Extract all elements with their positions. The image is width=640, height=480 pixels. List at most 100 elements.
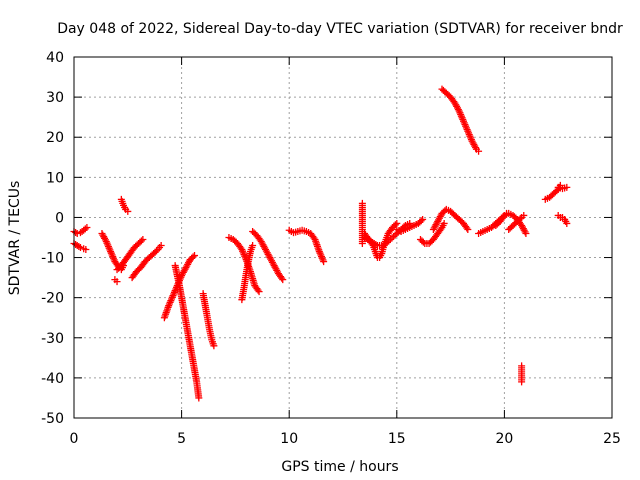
data-point [463, 126, 471, 134]
data-point [460, 119, 468, 127]
y-tick-label: -50 [41, 411, 64, 427]
data-point [516, 215, 524, 223]
chart-title: Day 048 of 2022, Sidereal Day-to-day VTE… [57, 21, 623, 37]
data-point [109, 253, 117, 261]
data-point [455, 107, 463, 115]
data-point [358, 240, 366, 248]
data-point [467, 136, 475, 144]
data-point [316, 249, 324, 257]
data-point [456, 109, 464, 117]
data-point [104, 241, 112, 249]
data-point [372, 241, 380, 249]
data-point [107, 248, 115, 256]
data-point [440, 219, 448, 227]
data-point [465, 131, 473, 139]
x-tick-label: 10 [280, 431, 298, 447]
data-point [165, 302, 173, 310]
data-point [191, 252, 199, 260]
x-axis-label: GPS time / hours [281, 459, 398, 475]
data-point [462, 122, 470, 130]
data-point [255, 288, 263, 296]
grid-lines [74, 57, 612, 418]
data-point [317, 251, 325, 259]
data-point [103, 239, 111, 247]
data-point [472, 144, 480, 152]
data-point [170, 288, 178, 296]
data-point [76, 244, 84, 252]
x-tick-label: 15 [388, 431, 406, 447]
data-point [101, 236, 109, 244]
data-point [240, 251, 248, 259]
data-point [105, 244, 113, 252]
x-tick-label: 5 [177, 431, 186, 447]
data-point [315, 248, 323, 256]
data-point [249, 242, 257, 250]
data-point [278, 274, 286, 282]
data-point [166, 298, 174, 306]
data-points [70, 85, 571, 402]
data-point [390, 232, 398, 240]
x-tick-label: 20 [495, 431, 513, 447]
data-point [113, 278, 121, 286]
data-point [254, 286, 262, 294]
data-point [108, 251, 116, 259]
data-point [419, 238, 427, 246]
data-point [107, 249, 115, 257]
data-point [520, 211, 528, 219]
data-point [461, 121, 469, 129]
y-tick-label: 10 [46, 170, 64, 186]
data-point [169, 292, 177, 300]
data-point [139, 236, 147, 244]
x-axis-ticks: 0 5 10 15 20 25 [70, 57, 621, 447]
data-point [475, 147, 483, 155]
data-point [168, 295, 176, 303]
data-point [518, 378, 526, 386]
data-point [195, 394, 203, 402]
data-point [279, 276, 287, 284]
data-point [563, 183, 571, 191]
data-point [522, 229, 530, 237]
data-point [521, 228, 529, 236]
data-point [320, 258, 328, 266]
data-point [457, 110, 465, 118]
data-point [319, 256, 327, 264]
y-tick-label: -30 [41, 331, 64, 347]
y-axis-label: SDTVAR / TECUs [7, 181, 23, 296]
data-point [317, 253, 325, 261]
data-point [102, 238, 110, 246]
data-point [106, 246, 114, 254]
x-tick-label: 25 [603, 431, 621, 447]
data-point [463, 224, 471, 232]
data-point [391, 221, 399, 229]
data-point [168, 293, 176, 301]
data-point [73, 229, 81, 237]
data-point [466, 132, 474, 140]
y-tick-label: 40 [46, 50, 64, 66]
y-tick-label: -40 [41, 371, 64, 387]
y-tick-label: -10 [41, 251, 64, 267]
data-point [81, 225, 89, 233]
data-point [210, 342, 218, 350]
data-point [318, 254, 326, 262]
y-axis-ticks: -50 -40 -30 -20 -10 0 10 20 30 40 [41, 50, 612, 427]
data-point [241, 252, 249, 260]
data-point [124, 207, 132, 215]
data-point [454, 106, 462, 114]
data-point [170, 290, 178, 298]
data-point [393, 219, 401, 227]
data-point [137, 237, 145, 245]
data-point [563, 219, 571, 227]
y-tick-label: 30 [46, 90, 64, 106]
data-point [152, 247, 160, 255]
data-point [238, 246, 246, 254]
data-point [104, 243, 112, 251]
data-point [437, 225, 445, 233]
data-point [75, 243, 83, 251]
data-point [157, 242, 165, 250]
data-point [458, 114, 466, 122]
data-point [82, 246, 90, 254]
y-tick-label: -20 [41, 291, 64, 307]
data-point [460, 117, 468, 125]
plot-border [73, 56, 613, 419]
